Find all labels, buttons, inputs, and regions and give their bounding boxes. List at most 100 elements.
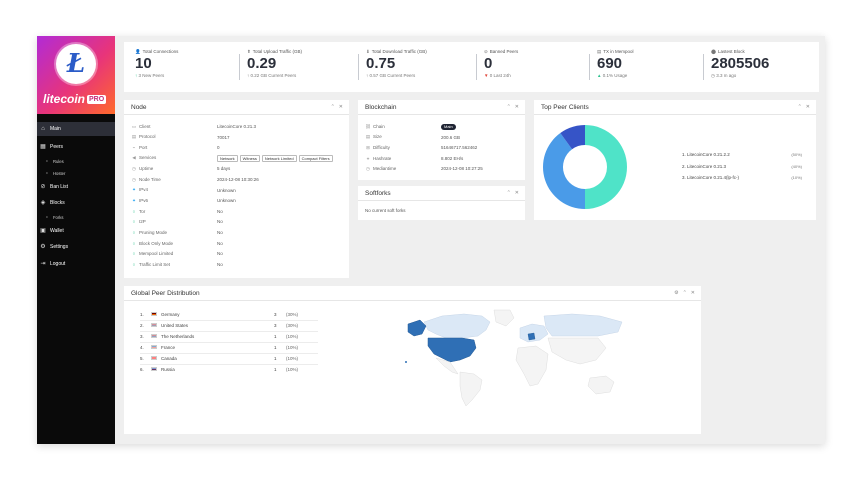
- collapse-icon[interactable]: ⌃: [797, 104, 802, 110]
- row-key-text: Node Time: [139, 176, 161, 182]
- collapse-icon[interactable]: ⌃: [682, 290, 687, 296]
- sidebar-item-label: Logout: [50, 261, 66, 267]
- peer-client-item: 1. LitecoinCore 0.21.2.2 (50%): [682, 152, 802, 160]
- country-row-russia: 6. Russia 1 (10%): [140, 365, 318, 375]
- row-value: 2024-12-08 10:30:26: [217, 177, 259, 182]
- country-peer-count: 1: [274, 345, 277, 350]
- node-row-ipv6: ✦ IPv6 Unknown: [131, 196, 236, 205]
- row-value: No: [217, 251, 223, 256]
- services-icon: ◀: [132, 155, 136, 161]
- donut-slice-1[interactable]: [585, 125, 627, 209]
- row-key-text: IPv4: [139, 187, 149, 193]
- softforks-empty-text: No current soft forks: [365, 208, 406, 213]
- row-key-text: Port: [139, 144, 148, 150]
- map-asia: [547, 337, 607, 365]
- row-key: ◷ Uptime: [131, 166, 217, 172]
- difficulty-icon: ⊞: [366, 144, 370, 150]
- divider: [140, 353, 318, 354]
- sidebar-item-hoster[interactable]: • Hoster: [37, 166, 115, 180]
- stat-label-text: Total Upload Traffic (GB): [252, 49, 302, 54]
- stat-value: 2805506: [711, 55, 770, 72]
- sidebar-item-blocks[interactable]: ◈ Blocks: [37, 196, 115, 210]
- peers-icon: ▦: [40, 144, 46, 150]
- sidebar-item-forks[interactable]: • Forks: [37, 210, 115, 224]
- softforks-card: Softforks ⌃ ✕ No current soft forks: [358, 186, 525, 220]
- country-peer-percent: (10%): [286, 334, 299, 339]
- country-row-the-netherlands: 3. The Netherlands 1 (10%): [140, 332, 318, 342]
- stat-label-text: Total Download Traffic (GB): [371, 49, 427, 54]
- settings-icon[interactable]: ⚙: [674, 290, 679, 296]
- row-value-text: No: [217, 261, 223, 267]
- close-icon[interactable]: ✕: [514, 104, 519, 110]
- card-tools: ⌃ ✕: [503, 190, 519, 196]
- stat-label: 👤 Total Connections: [135, 49, 178, 55]
- rules-icon: •: [46, 158, 48, 163]
- stat-value: 0: [484, 55, 493, 72]
- map-south-america: [459, 371, 483, 407]
- close-icon[interactable]: ✕: [514, 190, 519, 196]
- stat-subtext: ▲ 0.1% Usage: [597, 73, 634, 78]
- sidebar-item-rules[interactable]: • Rules: [37, 154, 115, 168]
- sidebar-item-label: Ban List: [50, 184, 69, 190]
- flag-icon: [151, 312, 157, 316]
- stat-subtext-value: 3.3 m ago: [716, 73, 737, 78]
- stat-lastest-block: ⬤ Lastest Block 2805506 ◷ 3.3 m ago: [711, 49, 769, 85]
- peer-client-percent: (50%): [791, 152, 802, 157]
- peer-client-label: 1. LitecoinCore 0.21.2.2: [682, 152, 730, 157]
- country-peer-percent: (10%): [286, 367, 299, 372]
- map-hawaii: [405, 361, 407, 363]
- node-row-tor: ○ Tor No: [131, 207, 223, 216]
- stat-total-connections: 👤 Total Connections 10 ↑ 3 New Peers: [135, 49, 178, 85]
- close-icon[interactable]: ✕: [338, 104, 343, 110]
- blockchain-row-hashrate: ⌖ Hashrate 8.802 EH/s: [365, 154, 464, 163]
- sidebar-item-ban-list[interactable]: ⊘ Ban List: [37, 180, 115, 194]
- row-key-text: Size: [373, 134, 382, 140]
- collapse-icon[interactable]: ⌃: [330, 104, 335, 110]
- sidebar-item-label: Rules: [53, 158, 64, 164]
- blockchain-row-chain: ⛓ Chain Main: [365, 122, 456, 131]
- collapse-icon[interactable]: ⌃: [506, 190, 511, 196]
- row-value-text: 2024-12-08 10:27:25: [441, 166, 483, 172]
- divider: [358, 200, 525, 201]
- sidebar-item-logout[interactable]: ⇥ Logout: [37, 257, 115, 271]
- node-row-client: ▭ Client LitecoinCore 0.21.3: [131, 122, 256, 131]
- stat-divider: [589, 54, 590, 80]
- row-key: ⌖ Hashrate: [365, 156, 441, 161]
- sidebar-item-wallet[interactable]: ▣ Wallet: [37, 224, 115, 238]
- row-value-text: Unknown: [217, 198, 236, 204]
- row-key-text: Protocol: [139, 134, 156, 140]
- donut-slice-2[interactable]: [543, 133, 585, 209]
- collapse-icon[interactable]: ⌃: [506, 104, 511, 110]
- forks-icon: •: [46, 214, 48, 219]
- brand-logo[interactable]: Ł litecoin PRO: [37, 36, 115, 114]
- row-value: LitecoinCore 0.21.3: [217, 124, 256, 129]
- country-name: Canada: [161, 356, 177, 361]
- divider: [358, 114, 525, 115]
- node-row-protocol: ▤ Protocol 70017: [131, 133, 230, 142]
- map-greenland: [493, 309, 515, 327]
- country-peer-percent: (30%): [286, 323, 299, 328]
- sidebar-item-settings[interactable]: ⚙ Settings: [37, 240, 115, 254]
- row-value: No: [217, 219, 223, 224]
- blockchain-row-difficulty: ⊞ Difficulty 51646717.562462: [365, 143, 477, 152]
- sidebar-item-label: Hoster: [53, 170, 66, 176]
- tor-icon: ○: [132, 208, 136, 214]
- sidebar-item-main[interactable]: ⌂ Main: [37, 122, 115, 136]
- ban-icon: ⊘: [40, 184, 46, 190]
- stat-divider: [358, 54, 359, 80]
- close-icon[interactable]: ✕: [690, 290, 695, 296]
- stat-label: ⬤ Lastest Block: [711, 49, 769, 55]
- stat-subtext-value: 3 New Peers: [138, 73, 165, 78]
- stat-subtext: ↑ 3 New Peers: [135, 73, 178, 78]
- sidebar-item-peers[interactable]: ▦ Peers: [37, 140, 115, 154]
- trend-arrow-icon: ↑: [247, 73, 250, 78]
- node-card-title: Node: [131, 104, 147, 111]
- donut-slice-3[interactable]: [560, 125, 585, 150]
- node-row-traffic-limit-set: ○ Traffic Limit Set No: [131, 260, 223, 269]
- trend-arrow-icon: ↑: [135, 73, 138, 78]
- node-row-port: ⌁ Port 0: [131, 143, 220, 152]
- close-icon[interactable]: ✕: [805, 104, 810, 110]
- country-rank: 4.: [140, 345, 144, 350]
- row-key-text: I2P: [139, 219, 146, 225]
- country-name: United States: [161, 323, 189, 328]
